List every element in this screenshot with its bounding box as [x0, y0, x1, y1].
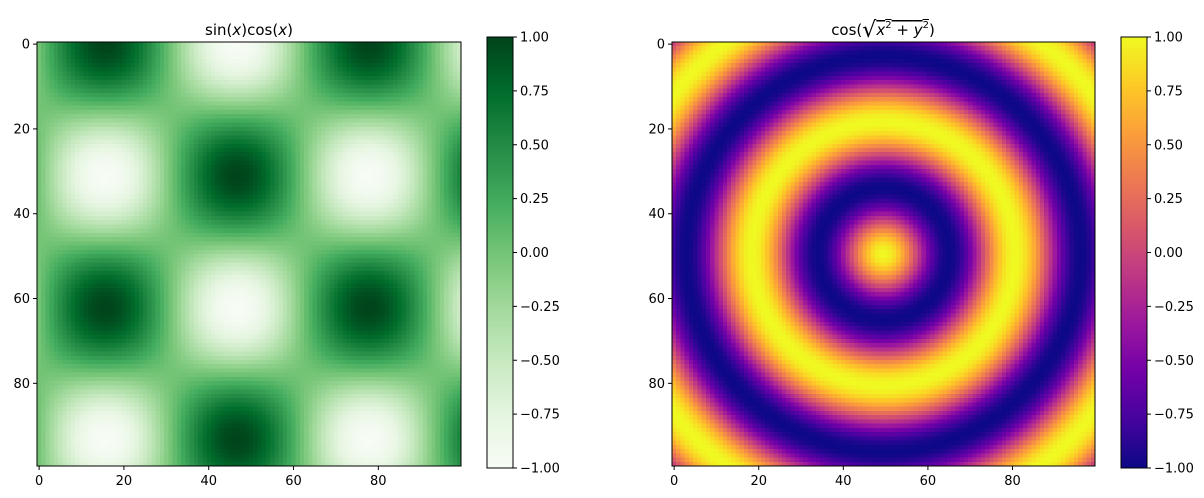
- axis-ticks: 0 20 40 60 80 0 20 40 60 80: [13, 38, 386, 489]
- y-tick-label: 80: [13, 377, 30, 392]
- sqrt-sign: √: [862, 18, 877, 43]
- colorbar-tick-label: 0.25: [520, 192, 549, 207]
- y-tick-label: 0: [22, 38, 30, 53]
- colorbar-tick-label: 0.75: [1154, 84, 1183, 99]
- x-tick-label: 80: [370, 474, 387, 489]
- colorbar-tick-label: 0.50: [1154, 138, 1183, 153]
- colorbar-tick-label: 1.00: [520, 31, 549, 46]
- colorbar-tick-label: 0.75: [520, 84, 549, 99]
- colorbar-tick-label: −0.75: [520, 408, 560, 423]
- colorbar-tick-label: −0.25: [1154, 300, 1194, 315]
- colorbar-tick-label: −1.00: [520, 462, 560, 477]
- colorbar-tick-label: −0.50: [1154, 354, 1194, 369]
- x-tick-label: 80: [1004, 474, 1021, 489]
- colorbar-tick-label: 0.00: [1154, 246, 1183, 261]
- y-tick-label: 60: [13, 292, 30, 307]
- x-tick-label: 40: [835, 474, 852, 489]
- x-tick-label: 20: [750, 474, 767, 489]
- colorbar-tick-label: −0.50: [520, 354, 560, 369]
- colorbar-image: [487, 37, 513, 468]
- y-tick-label: 60: [648, 292, 665, 307]
- colorbar-tick-label: −0.75: [1154, 408, 1194, 423]
- axes-frame: [36, 41, 462, 467]
- chart-title: cos(√x2 + y2): [831, 18, 935, 43]
- x-tick-label: 60: [920, 474, 937, 489]
- colorbar-tick-label: 0.00: [520, 246, 549, 261]
- x-tick-label: 0: [35, 474, 43, 489]
- colorbar-tick-label: −1.00: [1154, 462, 1194, 477]
- colorbar-tick-label: 1.00: [1154, 31, 1183, 46]
- colorbar-image: [1121, 37, 1147, 468]
- y-tick-label: 20: [648, 122, 665, 137]
- x-tick-label: 40: [200, 474, 217, 489]
- x-tick-label: 20: [116, 474, 133, 489]
- heatmap-image: [672, 42, 1095, 466]
- chart-sin-cos: sin(x)cos(x) 0 20 40 60 80 0 20 40 60 80 1.00 0.75…: [13, 21, 559, 489]
- colorbar-tick-label: 0.25: [1154, 192, 1183, 207]
- colorbar-ticks: 1.00 0.75 0.50 0.25 0.00 −0.25 −0.50 −0.75 −1.00: [1147, 31, 1194, 477]
- colorbar-ticks: 1.00 0.75 0.50 0.25 0.00 −0.25 −0.50 −0.75 −1.00: [513, 31, 560, 477]
- x-tick-label: 0: [670, 474, 678, 489]
- colorbar-tick-label: 0.50: [520, 138, 549, 153]
- axis-ticks: 0 20 40 60 80 0 20 40 60 80: [648, 38, 1020, 489]
- y-tick-label: 40: [648, 207, 665, 222]
- y-tick-label: 20: [13, 122, 30, 137]
- heatmap-image: [37, 42, 461, 466]
- x-tick-label: 60: [285, 474, 302, 489]
- y-tick-label: 0: [657, 38, 665, 53]
- colorbar-tick-label: −0.25: [520, 300, 560, 315]
- chart-title: sin(x)cos(x): [205, 21, 293, 39]
- axes-frame: [671, 41, 1096, 467]
- y-tick-label: 80: [648, 377, 665, 392]
- chart-cos-radial: cos(√x2 + y2) 0 20 40 60 80 0 20 40 60 80 1.00 0.7…: [648, 18, 1193, 489]
- y-tick-label: 40: [13, 207, 30, 222]
